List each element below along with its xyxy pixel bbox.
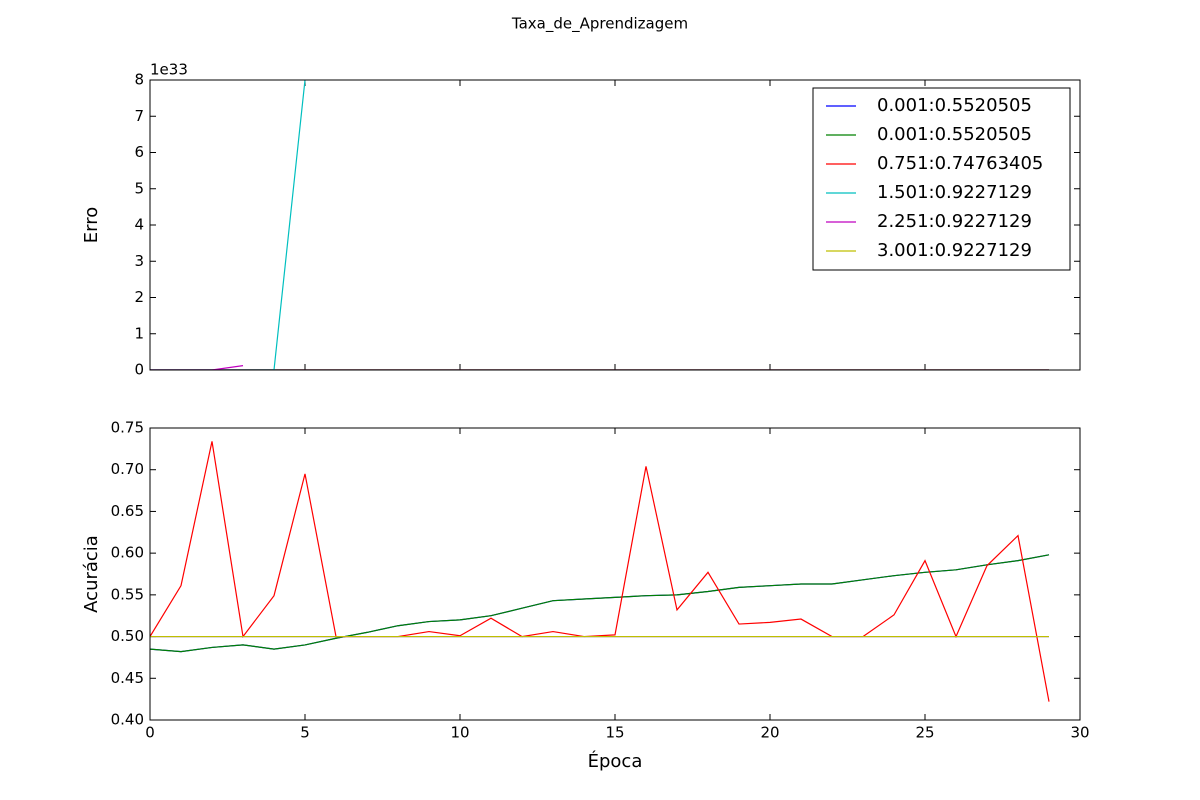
- x-tick-label: 30: [1070, 724, 1089, 742]
- legend-label: 0.001:0.5520505: [877, 124, 1032, 145]
- y-tick-label: 0.45: [111, 669, 144, 687]
- plot-area: [150, 441, 1050, 702]
- series-line: [150, 80, 306, 370]
- legend-label: 2.251:0.9227129: [877, 211, 1032, 232]
- legend-label: 0.751:0.74763405: [877, 153, 1043, 174]
- y-tick-label: 0.65: [111, 502, 144, 520]
- y-tick-label: 0.55: [111, 585, 144, 603]
- legend-label: 0.001:0.5520505: [877, 95, 1032, 116]
- series-line: [150, 554, 1050, 653]
- y-tick-label: 0.70: [111, 460, 144, 478]
- axis-offset-label: 1e33: [150, 61, 188, 79]
- y-axis-label: Acurácia: [81, 535, 102, 613]
- y-tick-label: 6: [134, 143, 144, 161]
- axes-frame: [149, 79, 1081, 371]
- series-line: [150, 365, 244, 370]
- axes-frame: [149, 427, 1081, 721]
- y-tick-label: 0.40: [111, 711, 144, 729]
- y-tick-label: 3: [134, 252, 144, 270]
- legend-label: 3.001:0.9227129: [877, 240, 1032, 261]
- y-tick-label: 0.60: [111, 544, 144, 562]
- y-axis-label: Erro: [81, 207, 102, 243]
- y-tick-label: 7: [134, 107, 144, 125]
- y-tick-label: 4: [134, 216, 144, 234]
- y-tick-label: 0.75: [111, 419, 144, 437]
- series-line: [150, 441, 1050, 702]
- y-tick-label: 0: [134, 361, 144, 379]
- x-axis-label: Época: [588, 750, 643, 772]
- plot-area: [150, 80, 1049, 370]
- x-tick-label: 15: [605, 724, 624, 742]
- x-tick-label: 0: [145, 724, 155, 742]
- x-tick-label: 10: [450, 724, 469, 742]
- y-tick-label: 8: [134, 71, 144, 89]
- legend-box: [812, 87, 1071, 271]
- y-tick-label: 0.50: [111, 627, 144, 645]
- y-tick-label: 1: [134, 324, 144, 342]
- y-tick-label: 5: [134, 179, 144, 197]
- x-tick-label: 20: [760, 724, 779, 742]
- y-tick-label: 2: [134, 288, 144, 306]
- x-tick-label: 25: [915, 724, 934, 742]
- legend-label: 1.501:0.9227129: [877, 182, 1032, 203]
- x-tick-label: 5: [300, 724, 310, 742]
- figure-title: Taxa_de_Aprendizagem: [511, 15, 688, 34]
